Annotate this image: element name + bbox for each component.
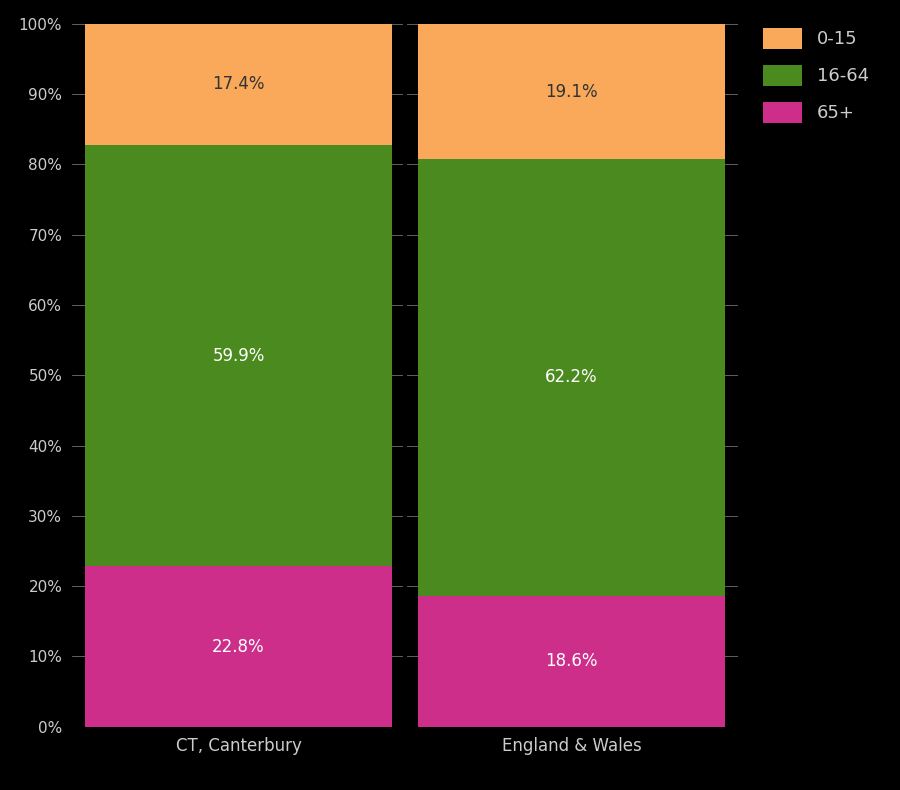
Bar [86,145,392,566]
Bar [418,159,724,596]
Bar [86,23,392,145]
Bar [418,596,724,727]
Text: 62.2%: 62.2% [545,368,598,386]
Text: 19.1%: 19.1% [545,82,598,100]
Text: 22.8%: 22.8% [212,638,265,656]
Legend: 0-15, 16-64, 65+: 0-15, 16-64, 65+ [753,19,878,132]
Text: 17.4%: 17.4% [212,75,265,93]
Text: 59.9%: 59.9% [212,347,265,365]
Bar [86,566,392,727]
Bar [418,24,724,159]
Text: 18.6%: 18.6% [545,653,598,671]
